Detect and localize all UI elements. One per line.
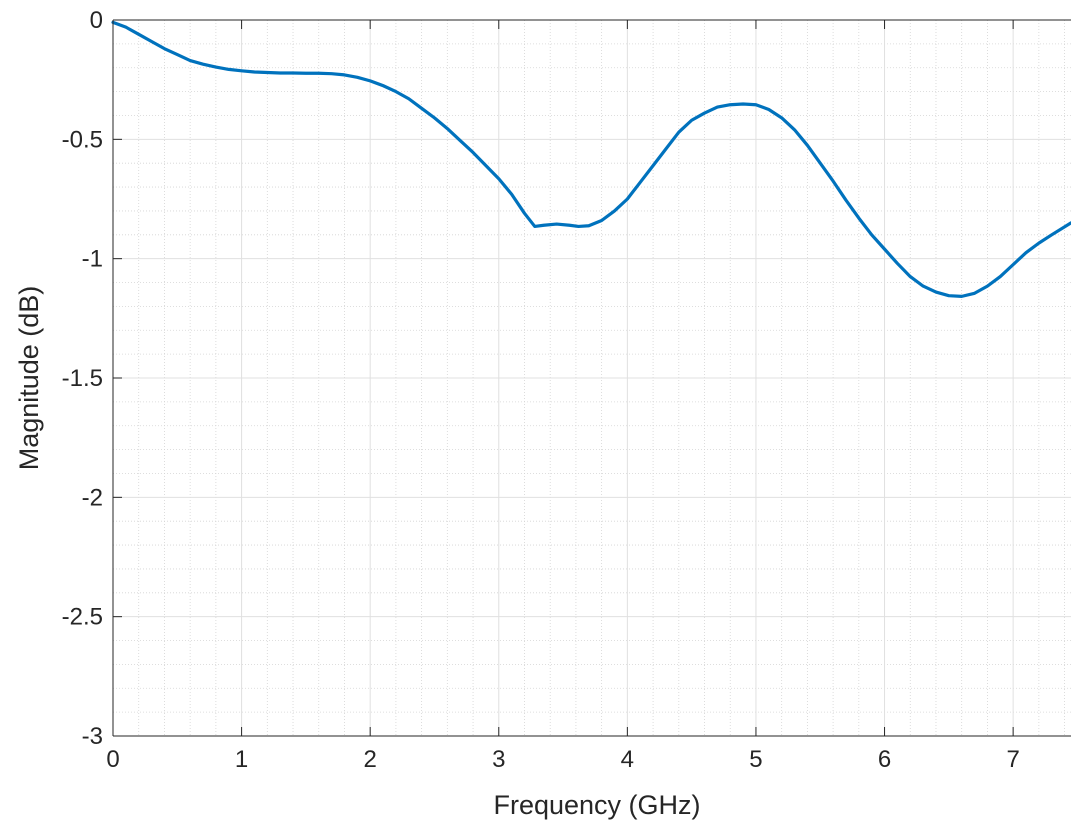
y-tick-label: -3 [82, 723, 103, 750]
y-tick-label: -2.5 [62, 604, 103, 631]
x-tick-labels: 0 1 2 3 4 5 6 7 [106, 746, 1019, 773]
x-tick-label: 6 [878, 746, 891, 773]
y-axis-label: Magnitude (dB) [14, 286, 44, 471]
y-tick-label: -1.5 [62, 365, 103, 392]
y-tick-label: -1 [82, 246, 103, 273]
x-tick-label: 0 [106, 746, 119, 773]
y-tick-label: -0.5 [62, 126, 103, 153]
x-tick-label: 4 [621, 746, 634, 773]
x-tick-label: 3 [492, 746, 505, 773]
x-tick-label: 1 [235, 746, 248, 773]
x-tick-label: 5 [749, 746, 762, 773]
y-tick-labels: 0 -0.5 -1 -1.5 -2 -2.5 -3 [62, 7, 103, 750]
series-layer [111, 20, 1071, 298]
axes-layer [112, 19, 1071, 737]
x-tick-label: 2 [364, 746, 377, 773]
y-tick-label: 0 [90, 7, 103, 34]
y-tick-label: -2 [82, 484, 103, 511]
x-tick-label: 7 [1006, 746, 1019, 773]
x-axis-label: Frequency (GHz) [493, 790, 700, 820]
series-line-0 [111, 20, 1071, 298]
